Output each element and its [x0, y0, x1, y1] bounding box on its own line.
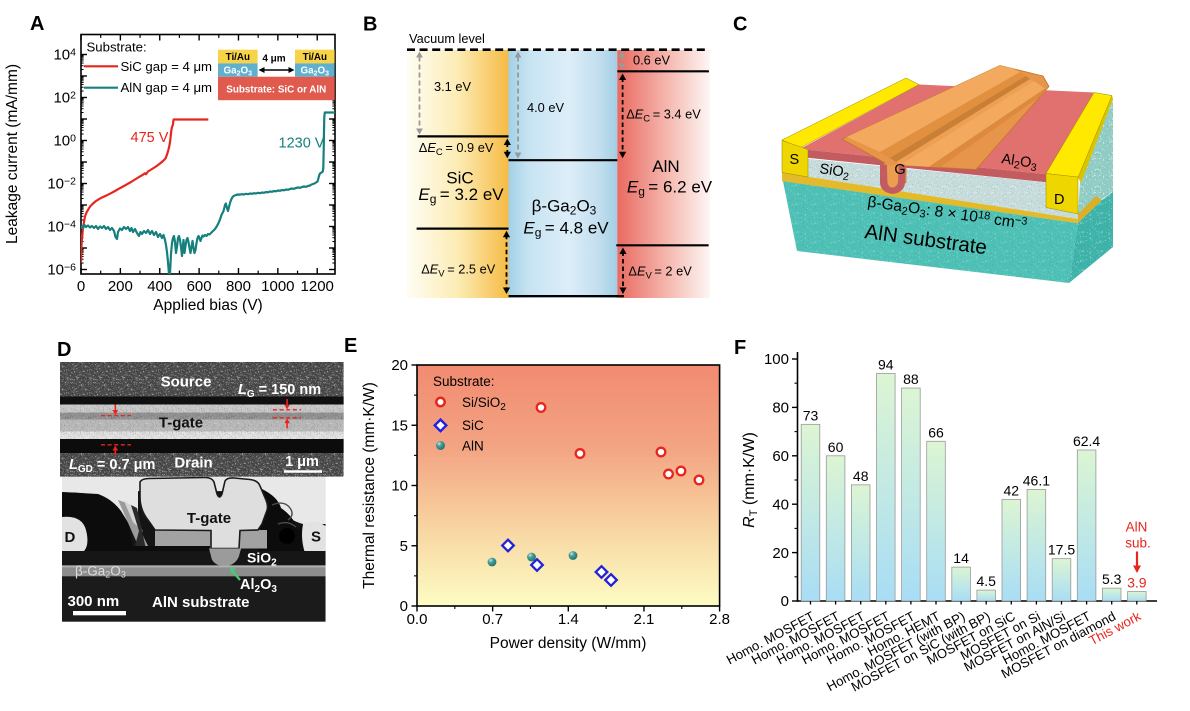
svg-text:200: 200: [108, 278, 133, 295]
svg-text:Thermal resistance (mm·K/W): Thermal resistance (mm·K/W): [361, 382, 378, 589]
svg-text:1200: 1200: [301, 278, 334, 295]
svg-text:42: 42: [1004, 482, 1020, 498]
svg-text:1.4: 1.4: [558, 611, 579, 628]
svg-text:94: 94: [878, 357, 894, 373]
svg-text:ΔEC = 3.4 eV: ΔEC = 3.4 eV: [626, 107, 701, 125]
svg-text:SiO2: SiO2: [818, 161, 850, 183]
svg-text:0.0: 0.0: [407, 611, 428, 628]
svg-text:1000: 1000: [261, 278, 294, 295]
svg-text:B: B: [363, 14, 377, 36]
svg-text:S: S: [311, 529, 321, 546]
svg-text:AlN: AlN: [1126, 520, 1148, 535]
svg-text:ΔEC = 0.9 eV: ΔEC = 0.9 eV: [419, 140, 494, 158]
svg-text:20: 20: [391, 357, 408, 374]
svg-text:LG = 150 nm: LG = 150 nm: [238, 382, 321, 400]
svg-text:475 V: 475 V: [131, 130, 169, 146]
svg-text:0: 0: [400, 598, 408, 615]
svg-text:SiC gap = 4 μm: SiC gap = 4 μm: [121, 59, 213, 74]
svg-text:88: 88: [903, 371, 919, 387]
svg-text:80: 80: [772, 400, 789, 417]
svg-text:10: 10: [391, 478, 408, 495]
svg-text:4.5: 4.5: [976, 573, 996, 589]
svg-text:AlN: AlN: [462, 438, 484, 453]
svg-text:AlN: AlN: [652, 157, 679, 176]
svg-text:D: D: [65, 529, 76, 546]
svg-text:Eg = 6.2 eV: Eg = 6.2 eV: [627, 178, 713, 199]
svg-text:ΔEV = 2.5 eV: ΔEV = 2.5 eV: [421, 262, 496, 280]
svg-text:C: C: [733, 14, 747, 36]
svg-text:5.3: 5.3: [1102, 571, 1122, 587]
svg-text:46.1: 46.1: [1023, 472, 1050, 488]
svg-text:Eg = 3.2 eV: Eg = 3.2 eV: [418, 185, 504, 206]
svg-text:20: 20: [772, 545, 789, 562]
svg-text:D: D: [57, 339, 71, 361]
svg-text:73: 73: [803, 407, 819, 423]
svg-text:2.1: 2.1: [634, 611, 655, 628]
svg-text:Ti/Au: Ti/Au: [226, 52, 250, 63]
svg-text:T-gate: T-gate: [159, 415, 203, 432]
svg-text:SiC: SiC: [462, 418, 484, 433]
svg-text:Eg = 4.8 eV: Eg = 4.8 eV: [523, 219, 609, 240]
svg-text:Substrate: SiC or AlN: Substrate: SiC or AlN: [226, 84, 326, 95]
svg-text:SiO2: SiO2: [247, 550, 277, 569]
svg-text:17.5: 17.5: [1048, 542, 1075, 558]
svg-text:Al2O3: Al2O3: [240, 577, 277, 595]
svg-text:S: S: [790, 152, 800, 168]
svg-text:Substrate:: Substrate:: [433, 374, 495, 389]
svg-text:Substrate:: Substrate:: [87, 40, 147, 55]
svg-text:60: 60: [828, 439, 844, 455]
svg-text:Ga2O3: Ga2O3: [224, 66, 253, 78]
svg-text:Drain: Drain: [174, 455, 212, 472]
svg-text:Al2O3: Al2O3: [1000, 151, 1038, 174]
svg-text:2.8: 2.8: [709, 611, 730, 628]
svg-text:1 μm: 1 μm: [285, 454, 319, 470]
svg-text:40: 40: [772, 496, 789, 513]
svg-text:800: 800: [226, 278, 251, 295]
svg-text:sub.: sub.: [1125, 536, 1151, 551]
svg-text:Applied bias (V): Applied bias (V): [153, 297, 262, 314]
svg-text:0: 0: [781, 593, 789, 610]
svg-text:0.7: 0.7: [482, 611, 503, 628]
svg-text:600: 600: [187, 278, 212, 295]
svg-text:β-Ga2O3: β-Ga2O3: [532, 197, 597, 218]
svg-text:5: 5: [400, 538, 408, 555]
svg-text:F: F: [734, 337, 746, 359]
svg-text:Source: Source: [161, 374, 212, 391]
svg-text:14: 14: [953, 550, 969, 566]
svg-text:1230 V: 1230 V: [279, 135, 325, 151]
svg-text:400: 400: [147, 278, 172, 295]
svg-text:AlN substrate: AlN substrate: [152, 594, 250, 611]
svg-text:100: 100: [764, 351, 789, 368]
svg-text:4 μm: 4 μm: [262, 54, 285, 65]
svg-text:SiC: SiC: [446, 169, 473, 188]
svg-text:β-Ga2O3: β-Ga2O3: [75, 564, 126, 580]
svg-text:Ga2O3: Ga2O3: [301, 66, 330, 78]
svg-text:ΔEV = 2 eV: ΔEV = 2 eV: [628, 264, 692, 282]
svg-text:A: A: [30, 13, 44, 35]
svg-text:62.4: 62.4: [1073, 433, 1100, 449]
svg-text:66: 66: [928, 424, 944, 440]
svg-text:48: 48: [853, 468, 869, 484]
svg-text:15: 15: [391, 417, 408, 434]
svg-text:RT (mm·K/W): RT (mm·K/W): [741, 432, 760, 528]
svg-text:D: D: [1054, 192, 1064, 208]
svg-text:3.1 eV: 3.1 eV: [434, 79, 471, 94]
svg-text:AlN gap = 4 μm: AlN gap = 4 μm: [121, 80, 213, 95]
svg-text:T-gate: T-gate: [187, 510, 231, 527]
svg-text:0.6 eV: 0.6 eV: [633, 53, 670, 68]
svg-text:60: 60: [772, 448, 789, 465]
svg-text:0: 0: [77, 278, 85, 295]
svg-text:Vacuum level: Vacuum level: [409, 31, 485, 46]
svg-text:4.0 eV: 4.0 eV: [527, 100, 564, 115]
svg-text:Leakage current (mA/mm): Leakage current (mA/mm): [4, 64, 21, 244]
svg-text:E: E: [344, 335, 357, 357]
svg-text:300 nm: 300 nm: [68, 593, 120, 610]
svg-text:Si/SiO2: Si/SiO2: [462, 395, 506, 413]
svg-text:G: G: [894, 162, 905, 178]
svg-text:3.9: 3.9: [1127, 575, 1147, 591]
svg-text:Ti/Au: Ti/Au: [303, 52, 327, 63]
svg-text:Power density (W/mm): Power density (W/mm): [490, 635, 647, 652]
